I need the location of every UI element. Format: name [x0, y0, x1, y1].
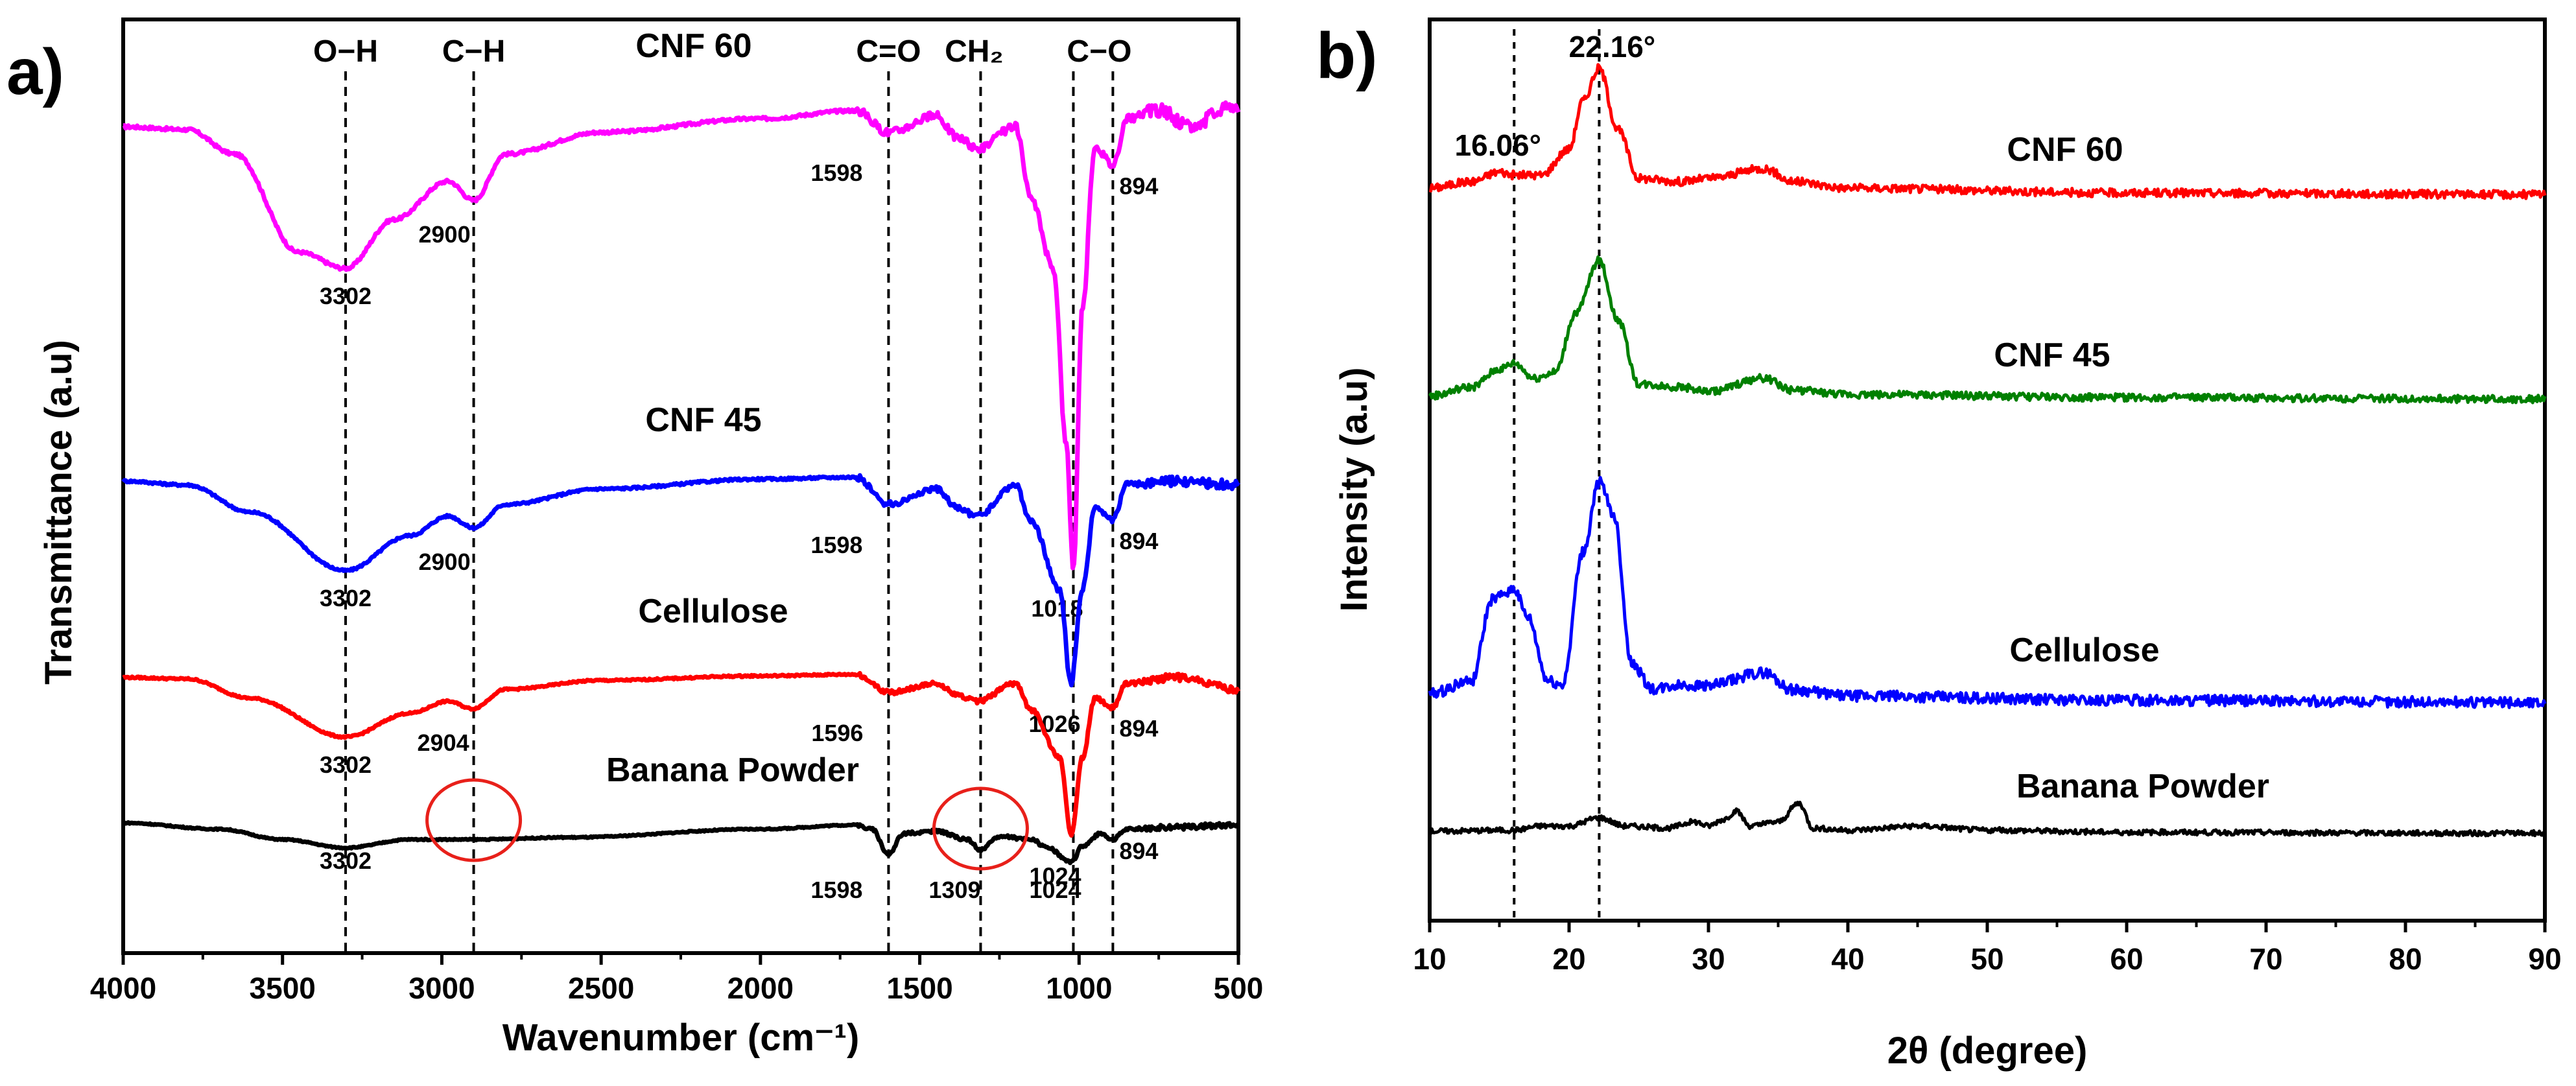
x-tick-label: 3500	[250, 971, 316, 1005]
x-tick-label: 2000	[727, 971, 794, 1005]
peak-value-label: 1598	[810, 532, 862, 558]
x-tick-label: 50	[1970, 942, 2003, 976]
peak-value-label: 1018	[1031, 595, 1083, 622]
peak-value-label: 1309	[928, 877, 980, 903]
panel-b-series: CNF 60 CNF 45 Cellulose Banana Powder	[1428, 63, 2547, 838]
series-label: Cellulose	[2009, 632, 2159, 669]
band-assignment-label: O−H	[313, 34, 378, 69]
peak-value-label: 1596	[811, 720, 863, 746]
peak-value-label: 1024	[1029, 863, 1081, 890]
panel-b-letter: b)	[1316, 19, 1377, 92]
band-assignment-label: C−H	[442, 34, 505, 69]
series-label: Cellulose	[638, 593, 788, 630]
peak-value-label: 2900	[419, 221, 471, 248]
x-tick-label: 4000	[90, 971, 156, 1005]
series-line-cnf-60	[122, 100, 1241, 571]
peak-value-label: 1598	[810, 877, 862, 903]
panel-a-x-ticks: 4000 3500 3000 2500 2000 1500 1000 500	[90, 953, 1264, 1005]
x-tick-label: 10	[1413, 942, 1446, 976]
peak-value-label: 2900	[419, 549, 471, 575]
x-tick-label: 2500	[568, 971, 634, 1005]
panel-b-y-axis-title: Intensity (a.u)	[1333, 367, 1375, 611]
band-assignment-label: C=O	[856, 34, 921, 69]
panel-b-peak-labels: 16.06° 22.16°	[1455, 30, 1656, 162]
series-line-cnf-45	[121, 473, 1240, 688]
peak-value-label: 3302	[320, 847, 372, 874]
peak-value-label: 1598	[810, 159, 862, 186]
series-label: CNF 60	[2007, 131, 2123, 169]
x-tick-label: 3000	[408, 971, 475, 1005]
series-line-cnf-60	[1428, 63, 2547, 200]
series-line-cellulose	[122, 670, 1241, 838]
x-tick-label: 1000	[1046, 971, 1112, 1005]
panel-a-letter: a)	[6, 36, 64, 108]
panel-b-frame	[1428, 18, 2547, 923]
x-tick-label: 500	[1214, 971, 1264, 1005]
series-line-banana-powder	[1429, 801, 2547, 838]
peak-value-label: 894	[1119, 715, 1158, 742]
x-tick-label: 60	[2110, 942, 2143, 976]
panel-b-reference-lines	[1513, 29, 1601, 921]
series-line-banana-powder	[122, 820, 1240, 866]
panel-b-x-axis-title: 2θ (degree)	[1887, 1030, 2088, 1072]
peak-value-label: 3302	[320, 751, 372, 778]
peak-value-label: 894	[1119, 838, 1158, 864]
peak-value-label: 1024	[1029, 877, 1081, 903]
series-label: Banana Powder	[2016, 768, 2269, 805]
panel-a-y-axis-title: Transmittance (a.u)	[38, 340, 80, 685]
panel-b-x-ticks: 10 20 30 40 50 60 70 80 90	[1413, 921, 2562, 976]
peak-angle-label: 16.06°	[1455, 128, 1542, 162]
series-label: Banana Powder	[606, 751, 859, 789]
panel-b-plot: 10 20 30 40 50 60 70 80 90 CNF 60 CNF 45 Cellulose…	[1413, 18, 2562, 976]
x-tick-label: 70	[2249, 942, 2282, 976]
band-assignment-label: CH₂	[945, 34, 1004, 69]
panel-a-x-axis-title: Wavenumber (cm⁻¹)	[502, 1017, 860, 1059]
panel-a-plot: 4000 3500 3000 2500 2000 1500 1000 500 CNF 60 33…	[90, 18, 1264, 1005]
highlight-circle	[425, 778, 523, 862]
series-label: CNF 60	[635, 27, 751, 65]
peak-value-label: 3302	[320, 585, 372, 611]
x-tick-label: 90	[2528, 942, 2561, 976]
series-line-cellulose	[1428, 476, 2547, 709]
peak-value-label: 2904	[418, 729, 469, 756]
peak-value-label: 3302	[320, 283, 372, 309]
x-tick-label: 20	[1552, 942, 1585, 976]
peak-value-label: 894	[1119, 172, 1158, 199]
x-tick-label: 30	[1692, 942, 1725, 976]
series-label: CNF 45	[645, 401, 761, 439]
highlight-circle	[932, 786, 1029, 871]
peak-angle-label: 22.16°	[1569, 30, 1656, 64]
panel-a-reference-lines	[344, 71, 1115, 953]
x-tick-label: 80	[2389, 942, 2422, 976]
panel-a-band-labels: O−H C−H C=O CH₂ C−O	[313, 34, 1131, 871]
peak-value-label: 894	[1119, 528, 1158, 554]
x-tick-label: 1500	[886, 971, 952, 1005]
band-assignment-label: C−O	[1067, 34, 1131, 69]
x-tick-label: 40	[1831, 942, 1864, 976]
series-label: CNF 45	[1994, 336, 2110, 374]
panel-a-series: CNF 60 3302 2900 1598 1018 894 CNF 45 3302 2900 1…	[121, 27, 1241, 903]
series-line-cnf-45	[1428, 255, 2547, 405]
